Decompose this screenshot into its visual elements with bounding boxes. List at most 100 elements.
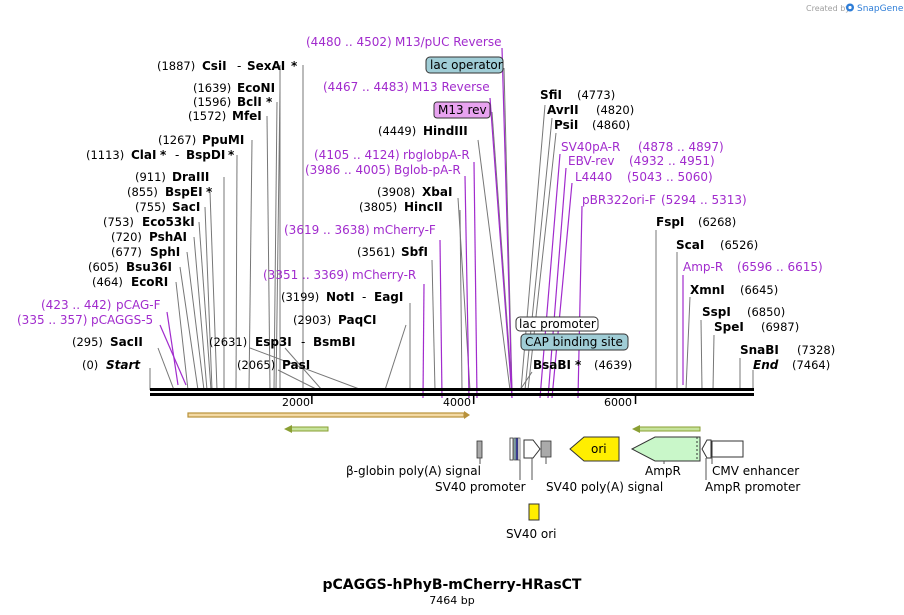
site-paqci[interactable]: (2903) PaqCI [293, 313, 376, 327]
site-eco53ki[interactable]: (753) Eco53kI [103, 215, 195, 229]
feature-beta-globin-polya[interactable] [476, 440, 483, 459]
site-pos: (755) [135, 200, 166, 214]
site-scai[interactable]: ScaI (6526) [676, 238, 758, 252]
site-pshai[interactable]: (720) PshAI [111, 230, 187, 244]
primer-pcaggs-5[interactable]: (335 .. 357) pCAGGS-5 [17, 313, 153, 327]
site-star: * [266, 95, 273, 109]
site-sspi[interactable]: SspI (6850) [702, 305, 785, 319]
primer-mcherry-r[interactable]: (3351 .. 3369) mCherry-R [263, 268, 416, 282]
site-csii-sexai[interactable]: (1887) CsiI - SexAI * [157, 59, 298, 73]
label-text: lac promoter [519, 317, 596, 331]
feature-label-ampr: AmpR [645, 464, 681, 478]
feature-sv40-polya[interactable] [540, 440, 552, 458]
primer-mcherry-f[interactable]: (3619 .. 3638) mCherry-F [284, 223, 436, 237]
label-lac-promoter[interactable]: lac promoter [515, 316, 599, 332]
primer-bglob-pa-r[interactable]: (3986 .. 4005) Bglob-pA-R [305, 163, 461, 177]
site-name: BclI [237, 95, 262, 109]
site-pasi[interactable]: (2065) PasI [237, 358, 310, 372]
site-econi[interactable]: (1639) EcoNI [193, 81, 275, 95]
site-spei[interactable]: SpeI (6987) [714, 320, 799, 334]
site-name: XbaI [422, 185, 452, 199]
site-name: PshAI [149, 230, 187, 244]
primer-name: EBV-rev [568, 154, 614, 168]
feature-label-sv40-polya: SV40 poly(A) signal [546, 480, 663, 494]
end-pos: (7464) [792, 358, 830, 372]
site-xmni[interactable]: XmnI (6645) [690, 283, 778, 297]
ruler-label-6000: 6000 [604, 396, 632, 409]
primer-range: (4878 .. 4897) [638, 140, 724, 154]
feature-cmv-enhancer[interactable] [711, 440, 744, 458]
site-name: Bsu36I [126, 260, 172, 274]
site-name: NotI [326, 290, 355, 304]
primer-name: SV40pA-R [561, 140, 620, 154]
site-pos: (1572) [188, 109, 226, 123]
site-bsabi[interactable]: BsaBI * (4639) [533, 358, 632, 372]
primer-name: Bglob-pA-R [394, 163, 461, 177]
ruler-label-2000: 2000 [282, 396, 310, 409]
site-draiii[interactable]: (911) DraIII [135, 170, 209, 184]
primer-name: mCherry-R [352, 268, 416, 282]
primer-pbr322ori-f[interactable]: pBR322ori-F (5294 .. 5313) [582, 193, 747, 207]
feature-sv40-ori[interactable] [528, 503, 540, 521]
site-name: HincII [404, 200, 443, 214]
end-name: End [753, 358, 779, 372]
feature-lac-cluster[interactable] [509, 437, 521, 461]
site-mfei[interactable]: (1572) MfeI [188, 109, 262, 123]
primer-name: M13/pUC Reverse [395, 35, 502, 49]
svg-text:-: - [362, 290, 366, 304]
site-sphi[interactable]: (677) SphI [111, 245, 180, 259]
primer-pcag-f[interactable]: (423 .. 442) pCAG-F [41, 298, 161, 312]
site-bsu36i[interactable]: (605) Bsu36I [88, 260, 172, 274]
site-hindiii[interactable]: (4449) HindIII [378, 124, 468, 138]
site-star: * [575, 358, 582, 372]
primer-name: pCAGGS-5 [91, 313, 153, 327]
site-pos: (1267) [158, 133, 196, 147]
site-snabi[interactable]: SnaBI (7328) [740, 343, 835, 357]
primer-l4440[interactable]: L4440 (5043 .. 5060) [575, 170, 713, 184]
site-noti-eagi[interactable]: (3199) NotI - EagI [281, 290, 403, 304]
feature-label-ampr-promoter: AmpR promoter [705, 480, 800, 494]
site-name: MfeI [232, 109, 262, 123]
feature-ori-label: ori [591, 442, 607, 456]
primer-m13-puc-reverse[interactable]: (4480 .. 4502) M13/pUC Reverse [306, 35, 502, 49]
site-fspi[interactable]: FspI (6268) [656, 215, 736, 229]
site-avrii[interactable]: AvrII (4820) [547, 103, 634, 117]
svg-text:-: - [175, 148, 179, 162]
primer-rbglobpa-r[interactable]: (4105 .. 4124) rbglobpA-R [314, 148, 470, 162]
site-pos: (677) [111, 245, 142, 259]
site-pos: (1596) [193, 95, 231, 109]
feature-ori[interactable]: ori [569, 436, 620, 462]
site-bspei[interactable]: (855) BspEI * [127, 185, 213, 199]
feature-sv40-promoter[interactable] [523, 439, 541, 459]
label-lac-operator[interactable]: lac operator [425, 56, 504, 74]
site-bcli[interactable]: (1596) BclI * [193, 95, 273, 109]
label-cap-binding-site[interactable]: CAP binding site [520, 333, 629, 351]
site-pos: (1639) [193, 81, 231, 95]
site-pos: (3908) [377, 185, 415, 199]
site-hincii[interactable]: (3805) HincII [359, 200, 443, 214]
site-name: EcoRI [131, 275, 168, 289]
site-clai-bspdi[interactable]: (1113) ClaI * - BspDI * [86, 148, 235, 162]
site-ecori[interactable]: (464) EcoRI [92, 275, 168, 289]
site-name: AvrII [547, 103, 579, 117]
site-sfii[interactable]: SfiI (4773) [540, 88, 615, 102]
site-sacii[interactable]: (295) SacII [72, 335, 143, 349]
label-m13-rev[interactable]: M13 rev [433, 101, 491, 119]
primer-sv40pa-r[interactable]: SV40pA-R (4878 .. 4897) [561, 140, 724, 154]
primer-amp-r[interactable]: Amp-R (6596 .. 6615) [683, 260, 823, 274]
site-star: * [291, 59, 298, 73]
site-pos: (3199) [281, 290, 319, 304]
primer-name: Amp-R [683, 260, 723, 274]
cds-hphyb-bar[interactable] [187, 411, 470, 419]
site-pos: (7328) [797, 343, 835, 357]
site-sbfi[interactable]: (3561) SbfI [357, 245, 428, 259]
site-psii[interactable]: PsiI (4860) [554, 118, 630, 132]
primer-ebv-rev[interactable]: EBV-rev (4932 .. 4951) [568, 154, 715, 168]
site-xbai[interactable]: (3908) XbaI [377, 185, 452, 199]
site-esp3i-bsmbi[interactable]: (2631) Esp3I - BsmBI [209, 335, 355, 349]
primer-m13-reverse[interactable]: (4467 .. 4483) M13 Reverse [323, 80, 490, 94]
site-ppumi[interactable]: (1267) PpuMI [158, 133, 244, 147]
feature-ampr[interactable] [630, 436, 701, 462]
site-saci[interactable]: (755) SacI [135, 200, 200, 214]
feature-ampr-promoter[interactable] [701, 439, 712, 459]
